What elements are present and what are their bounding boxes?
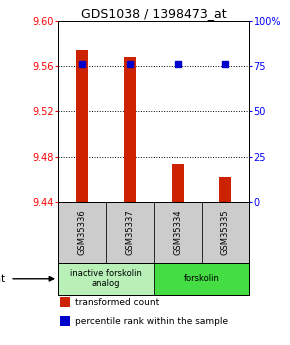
Bar <box>202 202 249 263</box>
Text: GSM35334: GSM35334 <box>173 210 182 255</box>
Text: transformed count: transformed count <box>75 298 160 307</box>
Bar <box>76 50 88 202</box>
Text: inactive forskolin
analog: inactive forskolin analog <box>70 269 142 288</box>
Bar <box>172 164 184 202</box>
Text: forskolin: forskolin <box>184 274 220 283</box>
Bar <box>154 263 249 295</box>
Bar <box>154 202 202 263</box>
Title: GDS1038 / 1398473_at: GDS1038 / 1398473_at <box>81 7 226 20</box>
Bar <box>60 316 70 326</box>
Text: GSM35335: GSM35335 <box>221 210 230 255</box>
Text: agent: agent <box>0 274 6 284</box>
Bar <box>60 297 70 307</box>
Text: percentile rank within the sample: percentile rank within the sample <box>75 317 228 326</box>
Bar <box>124 57 136 202</box>
Bar <box>58 202 106 263</box>
Bar <box>58 263 154 295</box>
Bar <box>220 177 231 202</box>
Text: GSM35337: GSM35337 <box>125 209 134 255</box>
Text: GSM35336: GSM35336 <box>77 209 86 255</box>
Bar <box>106 202 154 263</box>
